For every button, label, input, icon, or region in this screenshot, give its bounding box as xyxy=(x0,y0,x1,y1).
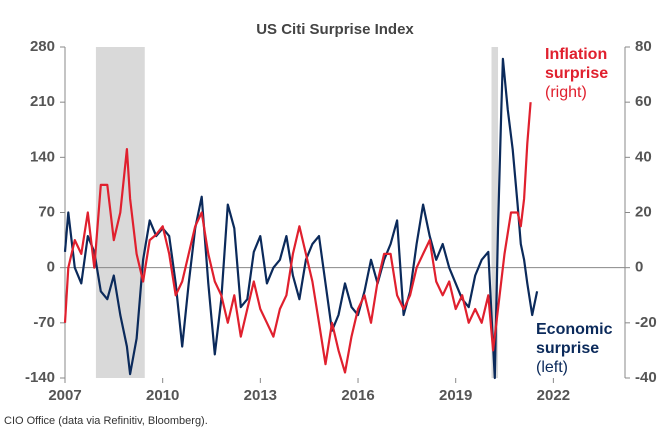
y-tick-label: -140 xyxy=(25,369,55,386)
x-tick-label: 2010 xyxy=(146,387,179,404)
series-label: Economic surprise (left) xyxy=(536,321,613,376)
series-label-line: surprise xyxy=(545,65,608,82)
y2-tick-label: 20 xyxy=(635,203,652,220)
series-label-line: surprise xyxy=(536,340,599,357)
y-tick-label: 70 xyxy=(38,203,55,220)
x-tick-label: 2007 xyxy=(48,387,81,404)
y-tick-label: -70 xyxy=(33,314,55,331)
y2-tick-label: -20 xyxy=(635,314,657,331)
y2-tick-label: -40 xyxy=(635,369,657,386)
series-line xyxy=(63,57,539,380)
series-label-line: Inflation xyxy=(545,46,607,63)
recession-shade xyxy=(491,47,499,378)
x-tick-label: 2019 xyxy=(439,387,472,404)
series-line xyxy=(63,102,532,374)
series-label: Inflation surprise (right) xyxy=(545,46,608,101)
source-note: CIO Office (data via Refinitiv, Bloomber… xyxy=(4,415,208,427)
x-tick-label: 2013 xyxy=(244,387,277,404)
y2-tick-label: 60 xyxy=(635,93,652,110)
y2-tick-label: 80 xyxy=(635,38,652,55)
x-tick-label: 2022 xyxy=(537,387,570,404)
y2-tick-label: 0 xyxy=(635,259,643,276)
y2-tick-label: 40 xyxy=(635,148,652,165)
chart-title: US Citi Surprise Index xyxy=(256,21,414,38)
y-tick-label: 140 xyxy=(30,148,55,165)
series-label-line: Economic xyxy=(536,321,613,338)
series-label-line: (right) xyxy=(545,84,587,101)
y-tick-label: 210 xyxy=(30,93,55,110)
y-tick-label: 0 xyxy=(47,259,55,276)
x-tick-label: 2016 xyxy=(341,387,374,404)
series-label-line: (left) xyxy=(536,359,568,376)
y-tick-label: 280 xyxy=(30,38,55,55)
